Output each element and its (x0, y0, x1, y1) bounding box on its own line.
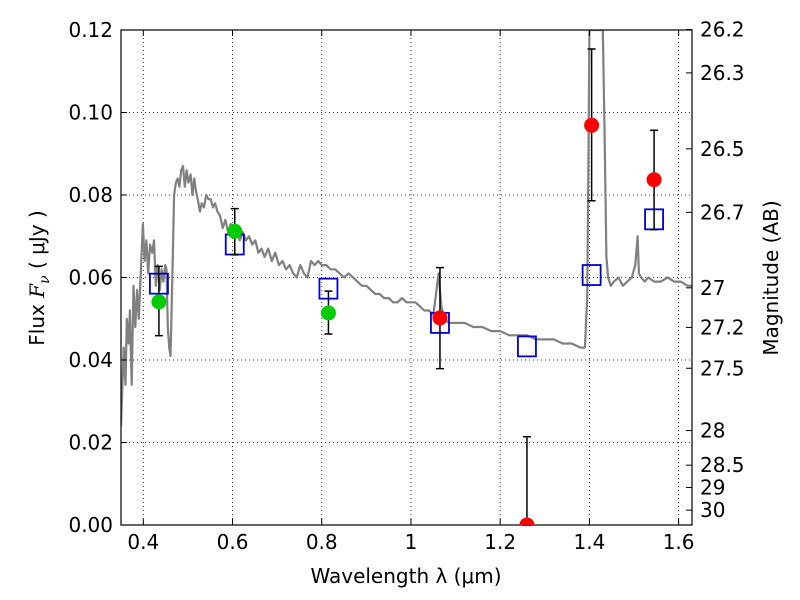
observed-flux-point (320, 305, 336, 321)
grid (121, 29, 692, 526)
y-tick-label: 0.04 (68, 348, 113, 372)
data-points (151, 48, 662, 526)
mag-tick-label: 26.2 (700, 18, 745, 42)
model-photometry-square (581, 264, 602, 286)
x-tick-label: 1.4 (573, 530, 605, 554)
y-axis-label: Flux Fν ( μJy ) (25, 210, 53, 345)
mag-tick-label: 26.3 (700, 61, 745, 85)
y-tick-label: 0.00 (68, 513, 113, 537)
tick-labels: 0.4 0.6 0.8 1 1.2 1.4 1.6 0.00 0.02 0.04 0.06 0.08 0… (68, 18, 744, 554)
plot-area (121, 30, 692, 427)
mag-tick-label: 27.5 (700, 356, 745, 380)
mag-tick-label: 28 (700, 419, 725, 443)
observed-flux-point (584, 117, 600, 133)
mag-tick-label: 28.5 (700, 453, 745, 477)
mag-tick-label: 30 (700, 498, 725, 522)
observed-flux-point (227, 223, 243, 239)
x-tick-label: 1.2 (484, 530, 516, 554)
plot-border (120, 29, 693, 526)
mag-tick-label: 26.7 (700, 200, 745, 224)
observed-flux-point (432, 310, 448, 326)
x-tick-label: 0.8 (306, 530, 338, 554)
y-tick-label: 0.06 (68, 266, 113, 290)
mag-tick-label: 27.2 (700, 315, 745, 339)
model-spectrum-line (121, 30, 692, 427)
y-tick-label: 0.10 (68, 101, 113, 125)
x-tick-label: 0.6 (217, 530, 249, 554)
mag-tick-label: 29 (700, 475, 725, 499)
observed-flux-point (151, 294, 167, 310)
x-tick-label: 1.6 (663, 530, 695, 554)
axes-frame (120, 29, 693, 526)
mag-tick-label: 27 (700, 276, 725, 300)
x-tick-label: 1 (405, 530, 418, 554)
y-tick-label: 0.08 (68, 183, 113, 207)
observed-flux-point (519, 517, 535, 525)
mag-tick-label: 26.5 (700, 137, 745, 161)
y2-axis-label: Magnitude (AB) (759, 200, 783, 355)
y-tick-label: 0.12 (68, 18, 113, 42)
x-axis-label: Wavelength λ (μm) (310, 564, 501, 588)
model-photometry-square (517, 335, 537, 358)
x-tick-label: 0.4 (127, 530, 159, 554)
observed-flux-point (646, 172, 662, 188)
y-tick-label: 0.02 (68, 431, 113, 455)
